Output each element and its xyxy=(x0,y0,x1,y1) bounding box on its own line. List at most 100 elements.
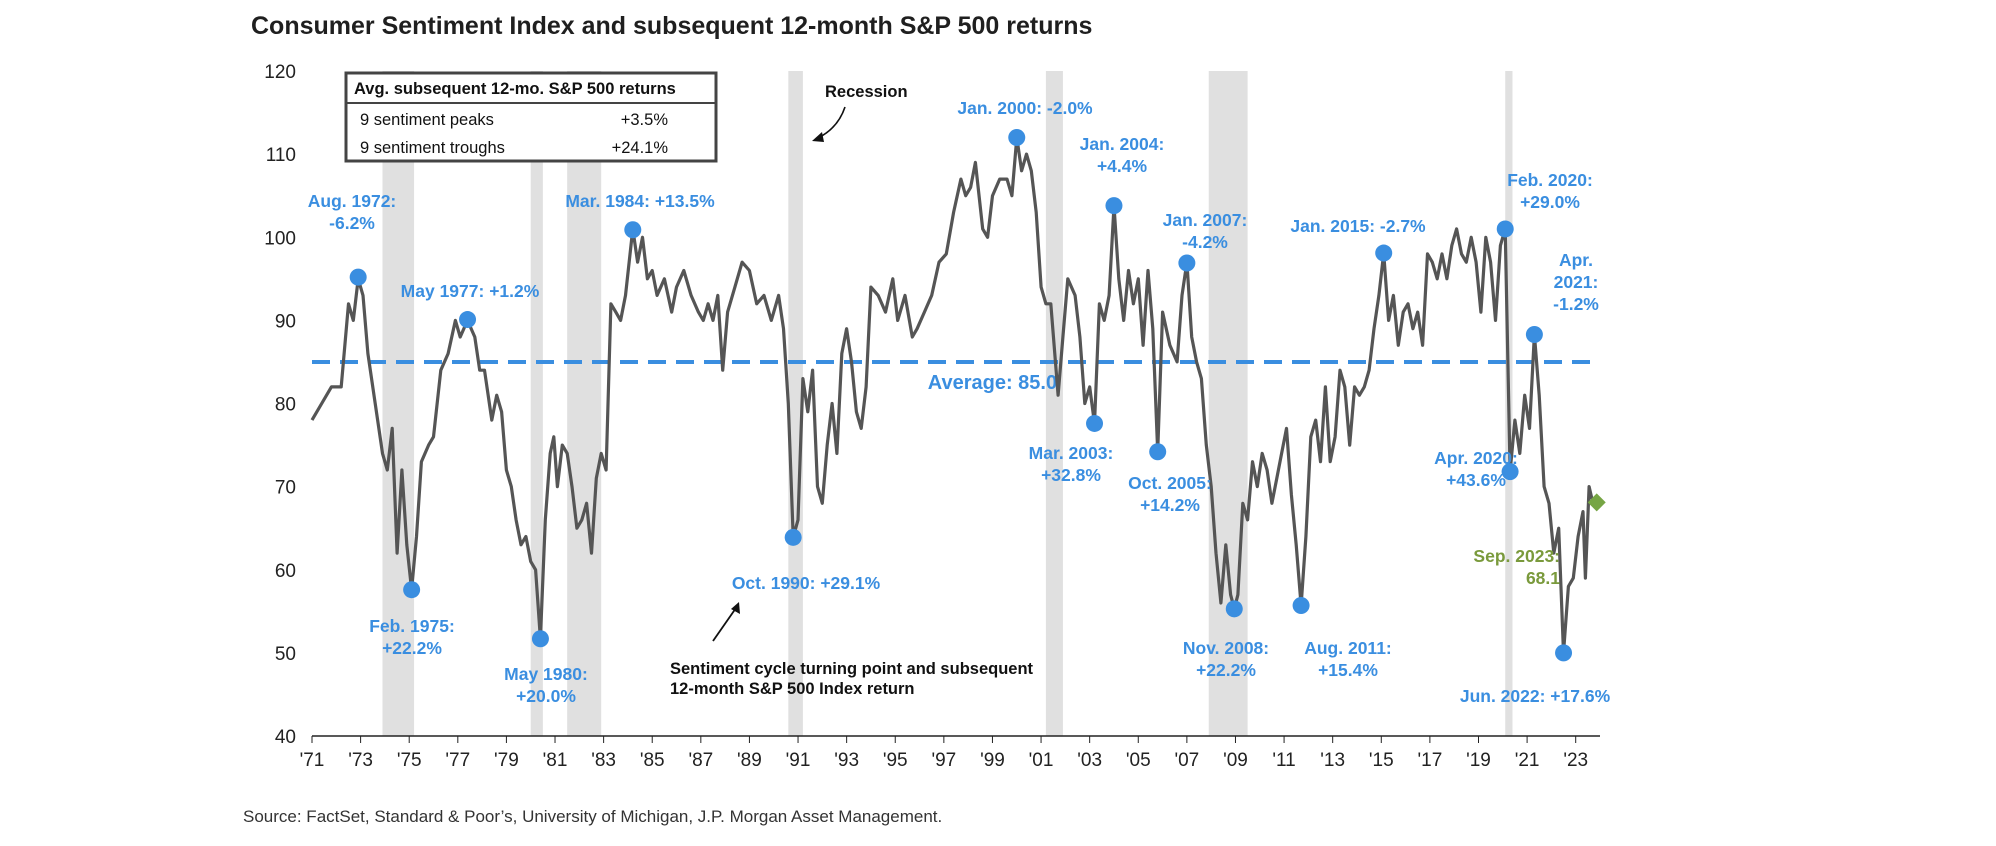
y-tick-label-50: 50 xyxy=(275,644,296,665)
x-tick-label-1993: '93 xyxy=(834,750,859,771)
latest-label-line-1: Sep. 2023: xyxy=(1473,546,1560,566)
peak-label-1-line-2: -6.2% xyxy=(329,213,375,233)
average-label: Average: 85.0 xyxy=(928,372,1057,394)
trough-marker-9 xyxy=(1555,644,1573,662)
latest-marker xyxy=(1587,493,1606,512)
peak-label-9-line-3: -1.2% xyxy=(1553,294,1599,314)
trough-marker-5 xyxy=(1149,443,1167,461)
table-row-label-1: 9 sentiment peaks xyxy=(360,111,494,129)
recession-band-1 xyxy=(382,71,415,736)
x-tick-label-2007: '07 xyxy=(1174,750,1199,771)
recession-band-3 xyxy=(567,71,602,736)
y-tick-label-70: 70 xyxy=(275,478,296,499)
average-line-group: Average: 85.0 xyxy=(312,359,1600,394)
table-border xyxy=(344,71,718,163)
turning-point-note-line-1: Sentiment cycle turning point and subseq… xyxy=(670,660,1034,678)
turning-point-markers xyxy=(349,129,1606,662)
x-tick-label-2015: '15 xyxy=(1369,750,1394,771)
peak-label-9-line-2: 2021: xyxy=(1554,272,1599,292)
trough-marker-2 xyxy=(531,630,549,648)
x-tick-label-1981: '81 xyxy=(543,750,568,771)
latest-label-line-2: 68.1 xyxy=(1526,568,1560,588)
peak-marker-3 xyxy=(624,221,642,239)
trough-marker-1 xyxy=(403,581,421,599)
x-tick-label-1999: '99 xyxy=(980,750,1005,771)
peak-marker-1 xyxy=(349,268,367,286)
x-tick-label-1991: '91 xyxy=(786,750,811,771)
trough-label-4-line-1: Mar. 2003: xyxy=(1029,443,1114,463)
peak-label-6-line-2: -4.2% xyxy=(1182,232,1228,252)
trough-label-1-line-2: +22.2% xyxy=(382,638,442,658)
peak-label-8-line-2: +29.0% xyxy=(1520,192,1580,212)
recession-bands xyxy=(382,71,1513,736)
y-tick-label-60: 60 xyxy=(275,561,296,582)
peak-label-3-line-1: Mar. 1984: +13.5% xyxy=(565,191,715,211)
x-tick-label-1977: '77 xyxy=(445,750,470,771)
peak-marker-4 xyxy=(1008,129,1026,146)
x-tick-label-1989: '89 xyxy=(737,750,762,771)
table-row-value-1: +3.5% xyxy=(621,111,669,129)
x-tick-label-2011: '11 xyxy=(1272,750,1295,771)
trough-label-5-line-1: Oct. 2005: xyxy=(1128,473,1212,493)
recession-band-4 xyxy=(788,71,803,736)
trough-label-7-line-2: +15.4% xyxy=(1318,660,1378,680)
trough-marker-6 xyxy=(1225,600,1243,618)
peak-label-4-line-1: Jan. 2000: -2.0% xyxy=(957,98,1093,118)
peak-marker-8 xyxy=(1496,220,1514,238)
trough-label-6-line-1: Nov. 2008: xyxy=(1183,638,1269,658)
trough-label-9-line-1: Jun. 2022: +17.6% xyxy=(1460,686,1611,706)
x-tick-label-1975: '75 xyxy=(397,750,422,771)
y-tick-label-120: 120 xyxy=(264,62,296,83)
turning-point-note-line-2: 12-month S&P 500 Index return xyxy=(670,680,915,698)
peak-marker-7 xyxy=(1375,244,1393,262)
trough-marker-3 xyxy=(784,528,802,546)
x-tick-label-2001: '01 xyxy=(1029,750,1054,771)
peak-marker-9 xyxy=(1525,326,1543,344)
peak-marker-5 xyxy=(1105,197,1123,215)
peak-label-1-line-1: Aug. 1972: xyxy=(308,191,397,211)
peak-label-6-line-1: Jan. 2007: xyxy=(1163,210,1248,230)
x-tick-label-2013: '13 xyxy=(1320,750,1345,771)
table-header: Avg. subsequent 12-mo. S&P 500 returns xyxy=(354,80,676,98)
x-tick-label-2017: '17 xyxy=(1418,750,1443,771)
trough-label-6-line-2: +22.2% xyxy=(1196,660,1256,680)
turning-point-arrow xyxy=(712,607,737,642)
x-tick-label-1971: '71 xyxy=(300,750,325,771)
recession-arrowhead xyxy=(812,132,824,142)
trough-label-5-line-2: +14.2% xyxy=(1140,495,1200,515)
x-tick-label-1983: '83 xyxy=(591,750,616,771)
chart-title: Consumer Sentiment Index and subsequent … xyxy=(251,12,1092,40)
peak-label-9-line-1: Apr. xyxy=(1559,250,1593,270)
trough-label-2-line-2: +20.0% xyxy=(516,686,576,706)
trough-label-8-line-2: +43.6% xyxy=(1446,470,1506,490)
sentiment-line xyxy=(310,135,1595,655)
x-tick-label-1985: '85 xyxy=(640,750,665,771)
annotation-labels: Aug. 1972:-6.2% May 1977: +1.2% Mar. 1984:… xyxy=(308,83,1611,706)
trough-label-7-line-1: Aug. 2011: xyxy=(1304,638,1392,658)
peak-label-7-line-1: Jan. 2015: -2.7% xyxy=(1290,216,1426,236)
x-tick-label-1997: '97 xyxy=(931,750,956,771)
x-tick-label-2021: '21 xyxy=(1515,750,1540,771)
x-tick-label-1987: '87 xyxy=(688,750,713,771)
trough-marker-7 xyxy=(1292,596,1310,614)
trough-label-4-line-2: +32.8% xyxy=(1041,465,1101,485)
recession-band-5 xyxy=(1045,71,1063,736)
peak-marker-6 xyxy=(1178,254,1196,272)
x-tick-label-2009: '09 xyxy=(1223,750,1248,771)
source-note: Source: FactSet, Standard & Poor’s, Univ… xyxy=(243,807,942,826)
x-tick-label-2023: '23 xyxy=(1563,750,1588,771)
peak-label-8-line-1: Feb. 2020: xyxy=(1507,170,1593,190)
trough-marker-8 xyxy=(1501,463,1519,481)
axes: 40 50 60 70 80 90 100 110 120 '71 '73 '75 '77 '79 '81 '… xyxy=(264,62,1600,771)
trough-label-2-line-1: May 1980: xyxy=(504,664,588,684)
peak-marker-2 xyxy=(459,311,477,329)
y-tick-label-100: 100 xyxy=(264,228,296,249)
y-tick-label-90: 90 xyxy=(275,311,296,332)
y-tick-label-40: 40 xyxy=(275,727,296,748)
y-tick-label-80: 80 xyxy=(275,395,296,416)
x-tick-label-1979: '79 xyxy=(494,750,519,771)
returns-table: Avg. subsequent 12-mo. S&P 500 returns 9 … xyxy=(344,71,718,163)
trough-marker-4 xyxy=(1086,414,1104,432)
sentiment-line-group xyxy=(310,135,1595,655)
